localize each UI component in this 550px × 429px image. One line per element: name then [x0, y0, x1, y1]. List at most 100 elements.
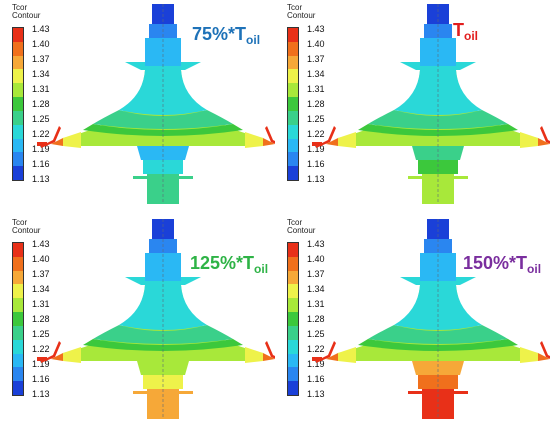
legend-tick-label: 1.22: [307, 129, 325, 139]
contour-geometry: [312, 4, 550, 204]
panel-label: 150%*Toil: [463, 253, 542, 276]
legend-swatch: [288, 55, 298, 70]
rim-right-yellow: [520, 132, 538, 148]
legend-swatch: [13, 97, 23, 112]
legend-swatch: [13, 124, 23, 140]
legend-swatch: [13, 110, 23, 126]
legend-swatch: [13, 298, 23, 313]
legend-title: Tcor Contour: [12, 218, 41, 235]
legend-tick-label: 1.28: [32, 99, 50, 109]
legend-swatch: [288, 166, 298, 181]
legend-swatch: [288, 83, 298, 98]
legend-swatch: [13, 381, 23, 396]
legend-swatch: [13, 28, 23, 43]
legend-color-bar: [12, 27, 24, 181]
legend-tick-label: 1.19: [307, 359, 325, 369]
legend-tick-label: 1.22: [32, 344, 50, 354]
rim-left-orange: [51, 353, 63, 361]
rim-right-orange: [263, 138, 275, 146]
legend-swatch: [288, 152, 298, 167]
legend-swatch: [13, 312, 23, 327]
tip-left-base: [37, 142, 47, 146]
legend-tick-label: 1.16: [32, 159, 50, 169]
legend-tick-label: 1.31: [307, 299, 325, 309]
legend-swatch: [288, 312, 298, 327]
legend-swatch: [13, 367, 23, 382]
legend-tick-label: 1.31: [32, 84, 50, 94]
legend-tick-label: 1.37: [32, 269, 50, 279]
legend-tick-label: 1.34: [307, 69, 325, 79]
rim-right-yellow: [520, 347, 538, 363]
legend-swatch: [288, 28, 298, 43]
legend-swatch: [13, 339, 23, 355]
legend-tick-label: 1.22: [307, 344, 325, 354]
rim-left-orange: [51, 138, 63, 146]
legend-swatch: [13, 166, 23, 181]
legend-tick-label: 1.40: [307, 39, 325, 49]
legend-swatch: [288, 367, 298, 382]
legend-swatch: [288, 124, 298, 140]
body-zone-cool: [394, 70, 482, 115]
body-zone-cool: [119, 70, 207, 115]
legend-swatch: [288, 284, 298, 299]
legend-swatch: [13, 55, 23, 70]
tip-left-base: [312, 142, 322, 146]
hub-upper: [412, 146, 464, 160]
legend-swatch: [13, 69, 23, 84]
legend-swatch: [288, 270, 298, 285]
legend-tick-label: 1.13: [307, 389, 325, 399]
legend-tick-label: 1.31: [32, 299, 50, 309]
legend-swatch: [288, 97, 298, 112]
legend-swatch: [13, 284, 23, 299]
rim-right-orange: [538, 353, 550, 361]
rim-left-yellow: [338, 132, 356, 148]
rim-left-orange: [326, 353, 338, 361]
legend-tick-label: 1.13: [32, 389, 50, 399]
body-zone-cool: [394, 285, 482, 330]
legend-tick-label: 1.19: [32, 144, 50, 154]
legend-tick-label: 1.28: [307, 314, 325, 324]
legend-swatch: [288, 353, 298, 368]
legend-swatch: [13, 152, 23, 167]
rim-left-yellow: [63, 347, 81, 363]
legend-swatch: [13, 83, 23, 98]
contour-panel-100: Tcor Contour 1.43 1.40 1.37 1.34 1.31 1.28 1.2…: [275, 0, 550, 214]
legend-title: Tcor Contour: [287, 3, 316, 20]
rim-right-yellow: [245, 132, 263, 148]
tip-left-base: [312, 357, 322, 361]
legend-tick-label: 1.16: [307, 159, 325, 169]
legend-swatch: [288, 110, 298, 126]
legend-color-bar: [287, 242, 299, 396]
panel-label: Toil: [453, 20, 478, 43]
legend-tick-label: 1.16: [307, 374, 325, 384]
legend-tick-label: 1.25: [32, 114, 50, 124]
legend-tick-label: 1.25: [32, 329, 50, 339]
legend-tick-label: 1.25: [307, 329, 325, 339]
tip-left-base: [37, 357, 47, 361]
legend-swatch: [288, 69, 298, 84]
legend-tick-label: 1.31: [307, 84, 325, 94]
legend-tick-label: 1.16: [32, 374, 50, 384]
legend-tick-label: 1.19: [307, 144, 325, 154]
rim-left-yellow: [338, 347, 356, 363]
tip-right: [265, 126, 275, 144]
hub-upper: [137, 361, 189, 375]
legend-tick-label: 1.13: [32, 174, 50, 184]
legend-tick-label: 1.34: [32, 284, 50, 294]
legend-swatch: [288, 381, 298, 396]
panel-label: 75%*Toil: [192, 24, 261, 47]
legend-tick-label: 1.28: [307, 99, 325, 109]
legend-tick-label: 1.13: [307, 174, 325, 184]
legend-tick-label: 1.37: [307, 269, 325, 279]
legend-title: Tcor Contour: [12, 3, 41, 20]
legend-swatch: [13, 325, 23, 341]
legend-swatch: [288, 339, 298, 355]
legend-swatch: [288, 243, 298, 258]
hub-upper: [137, 146, 189, 160]
legend-tick-label: 1.40: [32, 254, 50, 264]
legend-tick-label: 1.43: [307, 24, 325, 34]
legend-tick-label: 1.22: [32, 129, 50, 139]
legend-color-bar: [12, 242, 24, 396]
legend-swatch: [288, 325, 298, 341]
legend-tick-label: 1.34: [32, 69, 50, 79]
